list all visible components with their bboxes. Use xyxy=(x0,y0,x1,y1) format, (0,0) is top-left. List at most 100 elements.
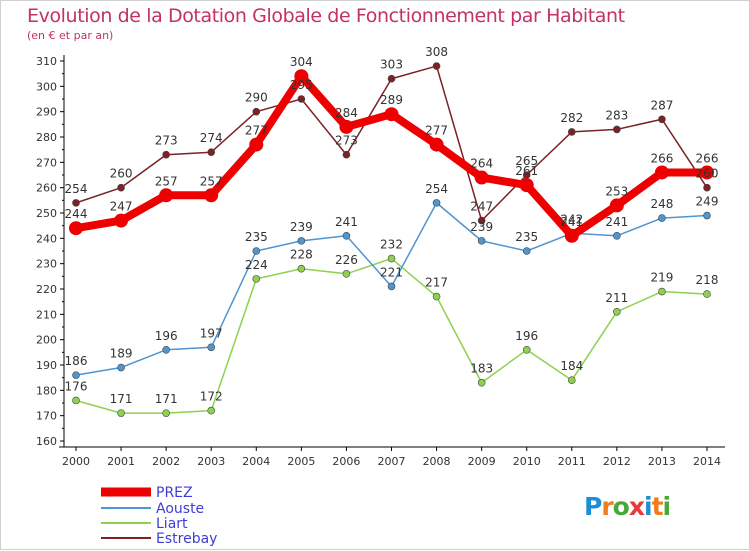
data-point xyxy=(654,165,669,180)
data-point xyxy=(297,237,306,245)
data-point xyxy=(387,282,396,291)
data-point xyxy=(477,378,486,387)
data-label: 244 xyxy=(65,207,88,221)
data-label: 196 xyxy=(515,329,538,343)
legend-label-estrebay: Estrebay xyxy=(156,531,217,547)
data-label: 196 xyxy=(155,329,178,343)
data-label: 266 xyxy=(650,151,673,165)
data-label: 241 xyxy=(335,215,358,229)
data-label: 176 xyxy=(65,379,88,393)
data-label: 308 xyxy=(425,45,448,59)
x-tick-label: 2002 xyxy=(152,455,180,468)
data-label: 219 xyxy=(650,271,673,285)
data-point xyxy=(69,221,83,236)
data-label: 287 xyxy=(650,98,673,112)
y-tick-label: 220 xyxy=(36,283,57,296)
chart-title: Evolution de la Dotation Globale de Fonc… xyxy=(27,5,625,27)
data-point xyxy=(159,188,174,203)
x-tick-label: 2004 xyxy=(242,455,270,468)
x-tick-label: 2003 xyxy=(197,455,225,468)
data-label: 171 xyxy=(110,392,133,406)
data-point xyxy=(613,232,621,240)
x-tick-label: 2005 xyxy=(287,455,315,468)
x-tick-label: 2007 xyxy=(378,455,406,468)
y-tick-label: 180 xyxy=(36,384,57,397)
data-label: 277 xyxy=(245,124,268,138)
y-tick-label: 170 xyxy=(36,410,57,423)
data-label: 274 xyxy=(200,131,223,145)
data-point xyxy=(72,371,80,379)
data-label: 217 xyxy=(425,276,448,290)
x-tick-label: 2008 xyxy=(423,455,451,468)
y-tick-label: 300 xyxy=(36,80,57,93)
data-label: 186 xyxy=(65,354,88,368)
chart-subtitle: (en € et par an) xyxy=(27,29,114,42)
data-label: 290 xyxy=(245,91,268,105)
data-point xyxy=(342,232,351,240)
data-point xyxy=(294,69,309,84)
data-label: 257 xyxy=(155,174,178,188)
data-point xyxy=(703,211,711,220)
legend-label-aouste: Aouste xyxy=(156,501,204,517)
data-point xyxy=(297,95,306,103)
data-label: 241 xyxy=(605,215,628,229)
data-point xyxy=(432,199,441,207)
data-point xyxy=(162,150,170,159)
data-label: 228 xyxy=(290,248,313,262)
data-label: 172 xyxy=(200,390,223,404)
data-label: 289 xyxy=(380,93,403,107)
data-point xyxy=(474,170,489,185)
data-label: 197 xyxy=(200,326,223,340)
data-point xyxy=(703,183,711,192)
data-label: 239 xyxy=(290,220,313,234)
data-label: 253 xyxy=(605,184,628,198)
data-point xyxy=(117,409,125,417)
data-point xyxy=(703,290,711,298)
data-point xyxy=(613,307,621,316)
data-point xyxy=(387,74,396,83)
data-label: 260 xyxy=(696,167,719,181)
data-point xyxy=(658,115,666,124)
data-label: 264 xyxy=(470,157,493,171)
data-label: 284 xyxy=(335,106,358,120)
proxiti-logo: Proxiti xyxy=(584,492,671,521)
x-tick-label: 2000 xyxy=(62,455,90,468)
data-point xyxy=(477,216,486,225)
x-tick-label: 2009 xyxy=(468,455,496,468)
data-label: 295 xyxy=(290,78,313,92)
data-point xyxy=(522,345,531,354)
data-point xyxy=(609,198,624,213)
data-point xyxy=(567,128,576,136)
data-label: 235 xyxy=(515,230,538,244)
data-point xyxy=(207,406,216,415)
data-label: 254 xyxy=(425,182,448,196)
data-label: 277 xyxy=(425,124,448,138)
data-label: 283 xyxy=(605,108,628,122)
y-tick-label: 280 xyxy=(36,131,57,144)
data-label: 273 xyxy=(335,134,358,148)
data-label: 265 xyxy=(515,154,538,168)
data-point xyxy=(72,199,80,207)
data-point xyxy=(477,237,486,245)
legend-label-prez: PREZ xyxy=(156,485,193,501)
data-point xyxy=(432,62,441,70)
x-tick-label: 2001 xyxy=(107,455,135,468)
data-label: 257 xyxy=(200,174,223,188)
data-label: 261 xyxy=(515,164,538,178)
data-point xyxy=(342,269,351,278)
data-label: 226 xyxy=(335,253,358,267)
data-point xyxy=(117,363,125,372)
data-point xyxy=(72,396,80,405)
data-label: 282 xyxy=(560,111,583,125)
y-tick-label: 260 xyxy=(36,182,57,195)
data-label: 303 xyxy=(380,58,403,72)
data-point xyxy=(700,165,714,180)
data-label: 254 xyxy=(65,182,88,196)
data-point xyxy=(114,213,129,228)
data-label: 249 xyxy=(696,195,719,209)
data-point xyxy=(297,264,306,273)
y-tick-label: 270 xyxy=(36,156,57,169)
data-label: 183 xyxy=(470,362,493,376)
